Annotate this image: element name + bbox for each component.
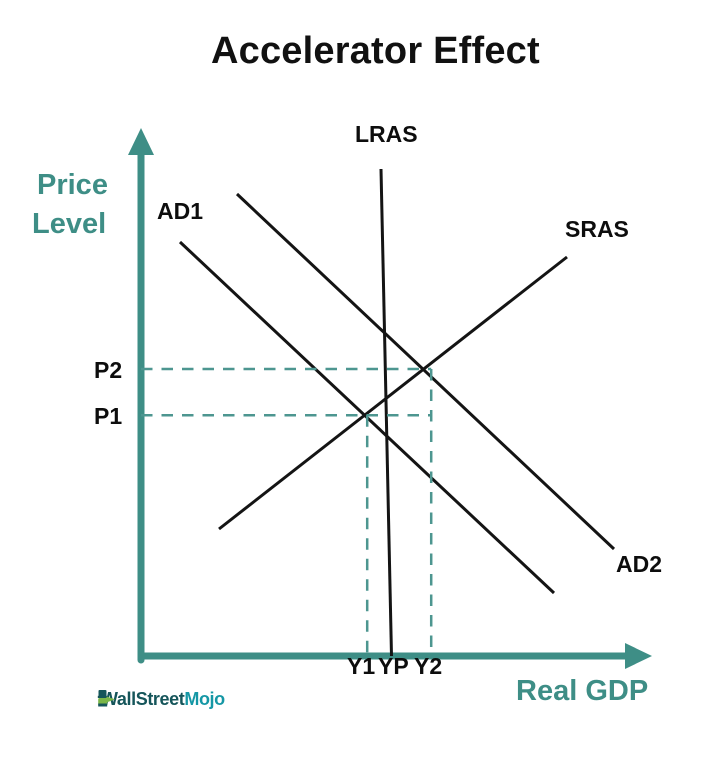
svg-text:Y1: Y1 xyxy=(347,653,375,679)
svg-text:Price: Price xyxy=(37,169,108,201)
svg-text:P1: P1 xyxy=(94,403,122,429)
svg-text:SRAS: SRAS xyxy=(565,216,629,242)
svg-text:AD2: AD2 xyxy=(616,551,662,577)
svg-text:AD1: AD1 xyxy=(157,198,203,224)
svg-text:Real GDP: Real GDP xyxy=(516,675,648,707)
svg-text:Level: Level xyxy=(32,208,106,240)
svg-text:Y2: Y2 xyxy=(414,653,442,679)
svg-text:LRAS: LRAS xyxy=(355,121,418,147)
svg-text:YP: YP xyxy=(378,653,409,679)
svg-text:P2: P2 xyxy=(94,357,122,383)
